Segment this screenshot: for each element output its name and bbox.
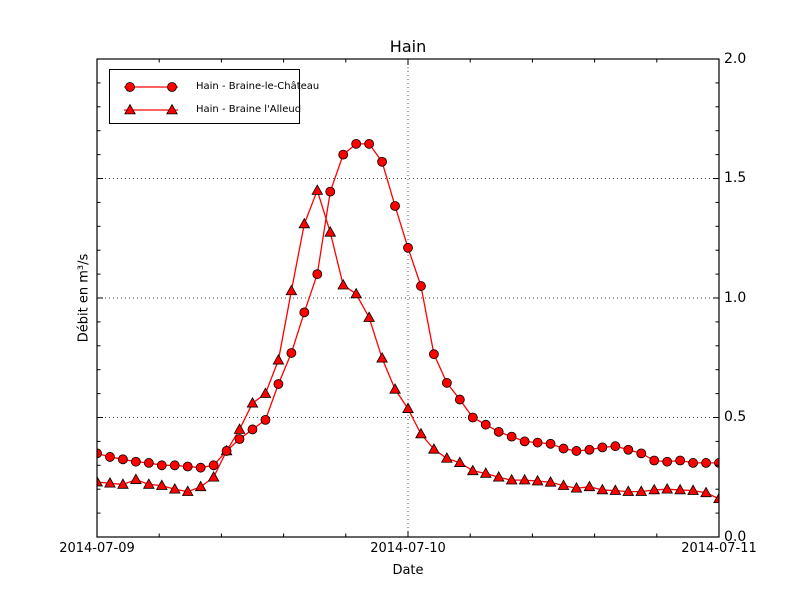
legend-line-circle-icon xyxy=(124,81,178,92)
y-tick-label: 0.0 xyxy=(724,529,747,545)
x-tick-label: 2014-07-10 xyxy=(370,541,446,556)
chart-title: Hain xyxy=(389,37,427,56)
legend-line-triangle-icon xyxy=(124,103,178,114)
y-tick-label: 1.0 xyxy=(724,290,747,306)
legend: Hain - Braine-le-Château Hain - Braine l… xyxy=(109,69,319,124)
y-tick-label: 1.5 xyxy=(724,170,747,186)
x-axis-label: Date xyxy=(392,563,424,578)
legend-entry: Hain - Braine l'Alleud xyxy=(120,98,302,121)
legend-label: Hain - Braine-le-Château xyxy=(196,81,320,92)
x-tick-label: 2014-07-09 xyxy=(59,541,135,556)
x-tick-label: 2014-07-11 xyxy=(681,541,757,556)
y-axis-label: Débit en m³/s xyxy=(76,253,92,343)
y-tick-label: 0.5 xyxy=(724,409,747,425)
legend-label: Hain - Braine l'Alleud xyxy=(196,104,302,115)
legend-entry: Hain - Braine-le-Château xyxy=(120,75,319,98)
y-tick-label: 2.0 xyxy=(724,51,747,67)
